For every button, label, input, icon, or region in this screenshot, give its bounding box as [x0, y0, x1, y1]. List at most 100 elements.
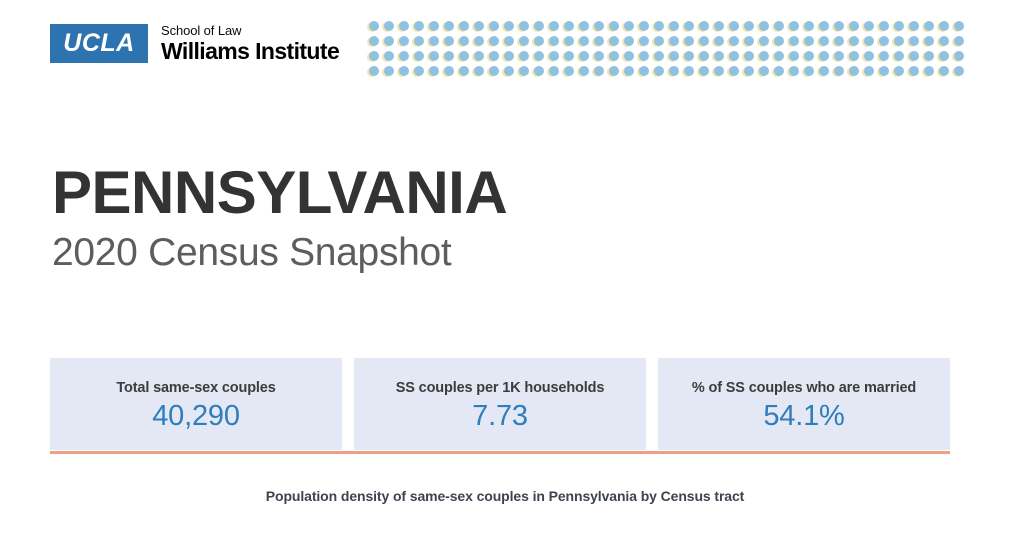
dot-icon	[383, 65, 394, 76]
dot-icon	[923, 20, 934, 31]
dot-icon	[698, 20, 709, 31]
dot-icon	[503, 50, 514, 61]
dot-icon	[593, 50, 604, 61]
dot-icon	[728, 35, 739, 46]
dot-icon	[668, 20, 679, 31]
dot-icon	[428, 35, 439, 46]
dot-icon	[473, 65, 484, 76]
dot-icon	[788, 20, 799, 31]
dot-icon	[878, 65, 889, 76]
dot-icon	[458, 35, 469, 46]
dot-icon	[878, 50, 889, 61]
dot-icon	[758, 20, 769, 31]
dot-icon	[578, 20, 589, 31]
dot-icon	[848, 20, 859, 31]
dot-icon	[488, 35, 499, 46]
dot-icon	[893, 50, 904, 61]
dot-icon	[893, 20, 904, 31]
dot-icon	[848, 65, 859, 76]
stat-card-total-couples: Total same-sex couples 40,290	[50, 358, 342, 450]
dot-icon	[518, 35, 529, 46]
dot-icon	[923, 50, 934, 61]
dot-icon	[653, 35, 664, 46]
dot-icon	[863, 35, 874, 46]
dot-icon	[608, 65, 619, 76]
dot-icon	[473, 35, 484, 46]
dot-icon	[503, 20, 514, 31]
dot-icon	[548, 65, 559, 76]
ucla-logo-badge: UCLA	[50, 24, 148, 63]
dot-icon	[458, 65, 469, 76]
page-header: UCLA School of Law Williams Institute	[0, 0, 1010, 88]
dot-icon	[503, 65, 514, 76]
dot-icon	[683, 35, 694, 46]
dot-icon	[413, 35, 424, 46]
dot-icon	[938, 35, 949, 46]
dot-icon	[788, 35, 799, 46]
dot-icon	[458, 50, 469, 61]
dot-icon	[803, 50, 814, 61]
dot-icon	[518, 50, 529, 61]
dot-icon	[623, 35, 634, 46]
dot-icon	[608, 50, 619, 61]
dot-icon	[488, 20, 499, 31]
dot-icon	[908, 20, 919, 31]
title-block: PENNSYLVANIA 2020 Census Snapshot	[52, 160, 952, 277]
dot-icon	[593, 65, 604, 76]
dot-icon	[953, 50, 964, 61]
dot-icon	[398, 50, 409, 61]
dot-icon	[653, 50, 664, 61]
dot-icon	[953, 20, 964, 31]
dot-icon	[788, 50, 799, 61]
dot-icon	[893, 65, 904, 76]
dot-icon	[938, 20, 949, 31]
dot-icon	[773, 20, 784, 31]
dot-icon	[743, 35, 754, 46]
stat-value: 54.1%	[763, 400, 845, 432]
dot-icon	[743, 65, 754, 76]
dot-icon	[398, 20, 409, 31]
dot-icon	[908, 65, 919, 76]
dot-icon	[683, 20, 694, 31]
dot-icon	[398, 65, 409, 76]
dot-icon	[608, 20, 619, 31]
dot-icon	[773, 35, 784, 46]
dot-icon	[683, 50, 694, 61]
dot-icon	[413, 65, 424, 76]
dot-icon	[953, 35, 964, 46]
dot-icon	[458, 20, 469, 31]
dot-icon	[593, 20, 604, 31]
dot-icon	[413, 20, 424, 31]
dot-icon	[428, 65, 439, 76]
stat-label: % of SS couples who are married	[691, 380, 917, 396]
dot-icon	[878, 20, 889, 31]
dot-icon	[548, 35, 559, 46]
dot-icon	[803, 35, 814, 46]
williams-institute-label: Williams Institute	[161, 38, 340, 64]
dot-icon	[863, 20, 874, 31]
dot-icon	[473, 20, 484, 31]
stat-label: Total same-sex couples	[116, 380, 276, 396]
stat-value: 40,290	[152, 400, 240, 432]
dot-icon	[758, 50, 769, 61]
dot-icon	[653, 65, 664, 76]
dot-icon	[578, 65, 589, 76]
dot-icon	[413, 50, 424, 61]
dot-icon	[758, 65, 769, 76]
dot-icon	[773, 65, 784, 76]
dot-icon	[638, 20, 649, 31]
dot-icon	[728, 50, 739, 61]
ucla-wordmark: UCLA	[63, 29, 135, 57]
dot-icon	[833, 35, 844, 46]
dot-icon	[743, 20, 754, 31]
dot-icon	[548, 50, 559, 61]
stat-label: SS couples per 1K households	[395, 380, 605, 396]
dot-icon	[818, 35, 829, 46]
section-divider	[50, 451, 950, 454]
dot-icon	[698, 35, 709, 46]
dot-icon	[608, 35, 619, 46]
dot-icon	[818, 20, 829, 31]
dot-icon	[803, 20, 814, 31]
dot-icon	[638, 65, 649, 76]
dot-icon	[548, 20, 559, 31]
